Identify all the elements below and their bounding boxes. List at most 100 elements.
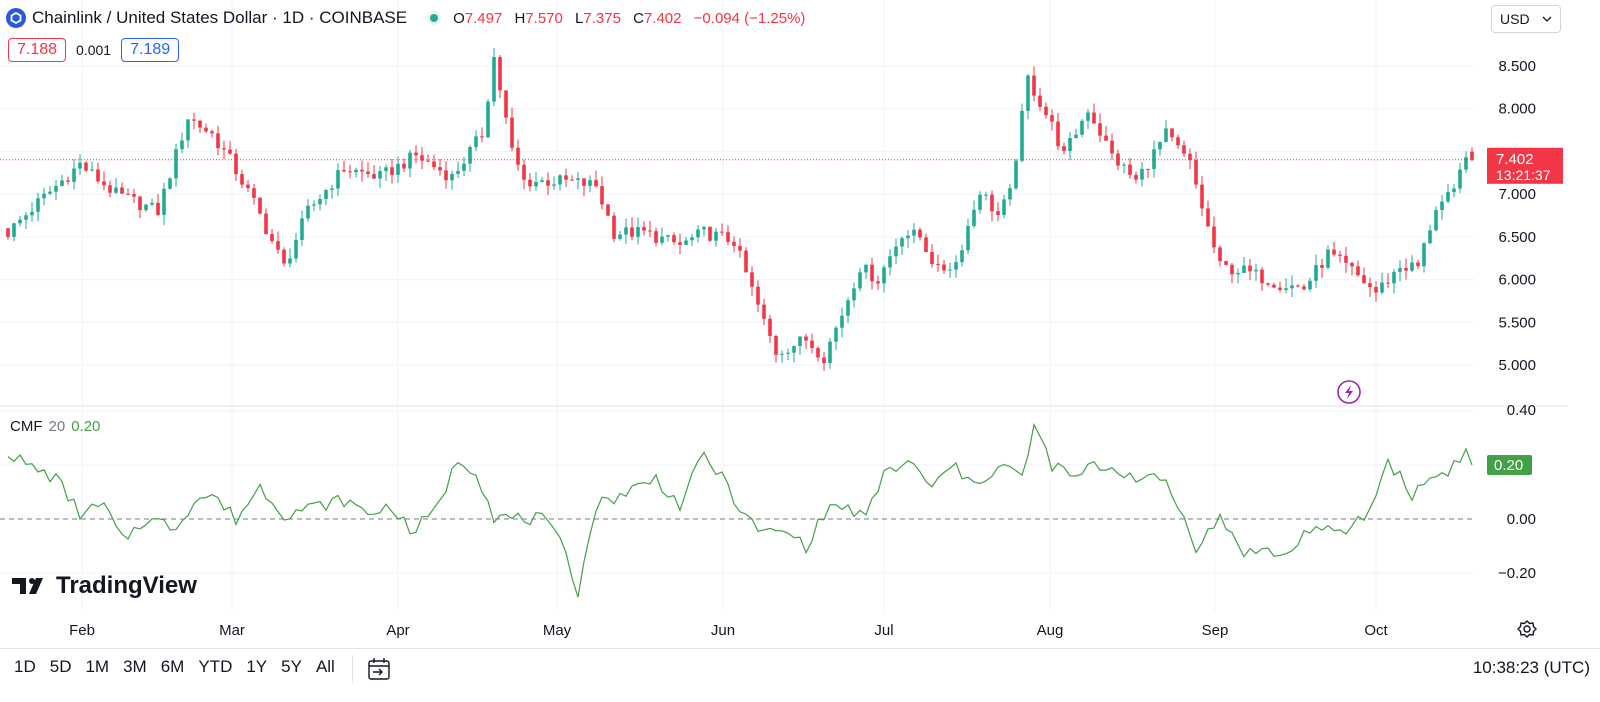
- range-1m-button[interactable]: 1M: [85, 657, 110, 676]
- candle: [306, 199, 310, 222]
- currency-select[interactable]: USD: [1491, 5, 1561, 33]
- candle-body: [78, 162, 82, 169]
- candle-body: [174, 149, 178, 179]
- range-5y-button[interactable]: 5Y: [281, 657, 302, 676]
- symbol-title[interactable]: Chainlink / United States Dollar · 1D · …: [32, 8, 408, 27]
- sell-price-button[interactable]: 7.188: [8, 38, 67, 62]
- candle-body: [66, 180, 70, 182]
- candle-body: [138, 196, 142, 211]
- candle-body: [258, 197, 262, 214]
- candle-body: [792, 346, 796, 353]
- candle: [1008, 183, 1012, 206]
- candle-body: [468, 147, 472, 164]
- candle-body: [1188, 153, 1192, 161]
- candle: [18, 216, 22, 227]
- buy-price-button[interactable]: 7.189: [121, 38, 180, 62]
- candle-body: [648, 230, 652, 232]
- candle: [1098, 113, 1102, 143]
- candle: [1092, 103, 1096, 125]
- candle: [606, 204, 610, 217]
- range-3m-button[interactable]: 3M: [123, 657, 147, 676]
- candle-body: [1200, 184, 1204, 209]
- candle: [258, 196, 262, 215]
- candle: [498, 55, 502, 99]
- candle: [276, 231, 280, 254]
- price-chart[interactable]: 5.000 5.500 6.000 6.500 7.000 8.000 8.500 7.402…: [0, 0, 1600, 648]
- candle: [162, 182, 166, 226]
- candle-body: [876, 281, 880, 284]
- candle: [30, 202, 34, 222]
- candle-body: [954, 262, 958, 270]
- candle-body: [1290, 285, 1294, 289]
- candle-body: [366, 171, 370, 175]
- candle-body: [810, 340, 814, 348]
- candle: [1146, 168, 1150, 179]
- candle-body: [1308, 280, 1312, 290]
- currency-value: USD: [1500, 11, 1530, 27]
- candle-body: [744, 250, 748, 273]
- chart-header: Chainlink / United States Dollar · 1D · …: [6, 6, 813, 30]
- last-price-box: [1487, 147, 1563, 184]
- candle: [444, 161, 448, 189]
- candle-body: [1086, 112, 1090, 121]
- lightning-badge-icon[interactable]: [1337, 380, 1361, 404]
- last-price-value: 7.402: [1496, 151, 1534, 168]
- candle: [186, 119, 190, 149]
- market-status-icon[interactable]: [427, 11, 442, 25]
- candle: [402, 158, 406, 173]
- candle: [1272, 282, 1276, 289]
- range-5d-button[interactable]: 5D: [49, 657, 72, 676]
- candle-body: [696, 229, 700, 238]
- candle-body: [1446, 192, 1450, 202]
- candle-body: [300, 218, 304, 240]
- candle: [1356, 260, 1360, 277]
- candle-body: [426, 160, 430, 162]
- candle-body: [1320, 265, 1324, 268]
- candle-body: [630, 227, 634, 237]
- utc-clock[interactable]: 10:38:23 (UTC): [1472, 658, 1590, 677]
- candle: [1194, 151, 1198, 189]
- candle-body: [1272, 284, 1276, 288]
- candle: [672, 232, 676, 245]
- candle-body: [402, 163, 406, 169]
- range-1d-button[interactable]: 1D: [14, 657, 36, 676]
- candle: [648, 220, 652, 238]
- candle: [1338, 250, 1342, 263]
- candle-body: [276, 241, 280, 250]
- range-all-button[interactable]: All: [315, 657, 335, 676]
- candle-body: [1026, 75, 1030, 111]
- candle-body: [594, 180, 598, 187]
- candle: [1362, 267, 1366, 284]
- candle-body: [288, 258, 292, 264]
- candle: [696, 225, 700, 243]
- candle-body: [1260, 269, 1264, 284]
- tradingview-logo[interactable]: TradingView: [12, 572, 197, 600]
- candle: [798, 335, 802, 355]
- candle: [1248, 258, 1252, 281]
- candle: [1284, 278, 1288, 294]
- range-ytd-button[interactable]: YTD: [198, 657, 233, 676]
- candle: [570, 175, 574, 181]
- candle: [432, 154, 436, 171]
- candle: [660, 227, 664, 246]
- candle: [324, 188, 328, 206]
- range-6m-button[interactable]: 6M: [160, 657, 185, 676]
- candle-body: [6, 228, 10, 237]
- candle: [1392, 268, 1396, 294]
- candle: [1242, 256, 1246, 274]
- candle: [1188, 148, 1192, 170]
- time-axis-label: Feb: [69, 622, 95, 639]
- candle-body: [408, 152, 412, 169]
- candle-body: [1002, 199, 1006, 216]
- candle-body: [312, 204, 316, 206]
- cmf-legend[interactable]: CMF 20 0.20: [10, 418, 100, 435]
- candle: [216, 125, 220, 156]
- time-axis-label: Mar: [219, 622, 245, 639]
- candle-body: [804, 336, 808, 341]
- settings-gear-icon[interactable]: [1516, 618, 1538, 640]
- goto-date-calendar-icon[interactable]: [366, 657, 392, 681]
- range-1y-button[interactable]: 1Y: [246, 657, 268, 676]
- candle-body: [768, 318, 772, 336]
- candle-body: [1296, 285, 1300, 287]
- candle: [534, 171, 538, 192]
